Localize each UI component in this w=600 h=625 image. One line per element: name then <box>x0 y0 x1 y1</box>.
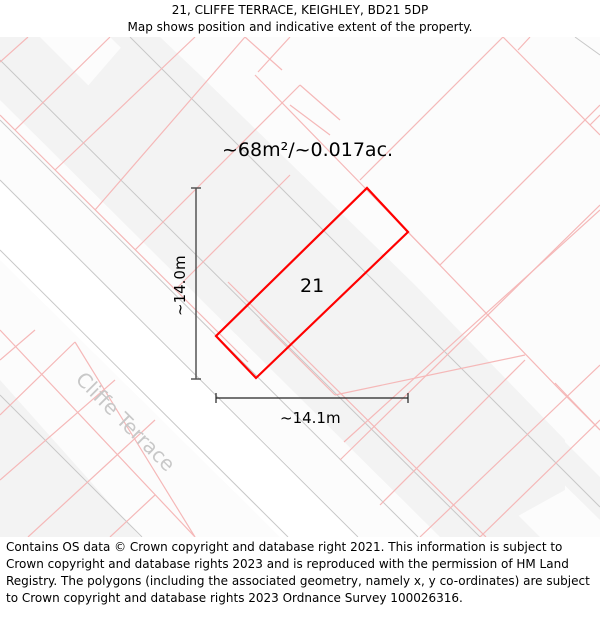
building-lower-left <box>0 380 140 537</box>
property-address: 21, CLIFFE TERRACE, KEIGHLEY, BD21 5DP <box>171 3 429 17</box>
plot-number: 21 <box>300 275 325 297</box>
area-label: ~68m²/~0.017ac. <box>222 139 394 161</box>
vertical-measure <box>191 187 201 380</box>
property-boundary[interactable] <box>214 186 410 380</box>
page-header: 21, CLIFFE TERRACE, KEIGHLEY, BD21 5DP M… <box>0 0 600 37</box>
horizontal-dimension-label: ~14.1m <box>280 409 341 427</box>
attribution-text: Contains OS data © Crown copyright and d… <box>6 540 590 605</box>
parcel-boundaries <box>0 37 600 537</box>
pavement <box>0 100 440 537</box>
horizontal-measure <box>215 393 409 403</box>
map-subtitle: Map shows position and indicative extent… <box>127 20 473 34</box>
property-map[interactable]: ~68m²/~0.017ac. 21 ~14.0m ~14.1m Cliffe … <box>0 37 600 537</box>
vertical-dimension-label: ~14.0m <box>171 255 189 316</box>
map-canvas <box>0 37 600 537</box>
terrace-houses-band <box>0 37 565 537</box>
